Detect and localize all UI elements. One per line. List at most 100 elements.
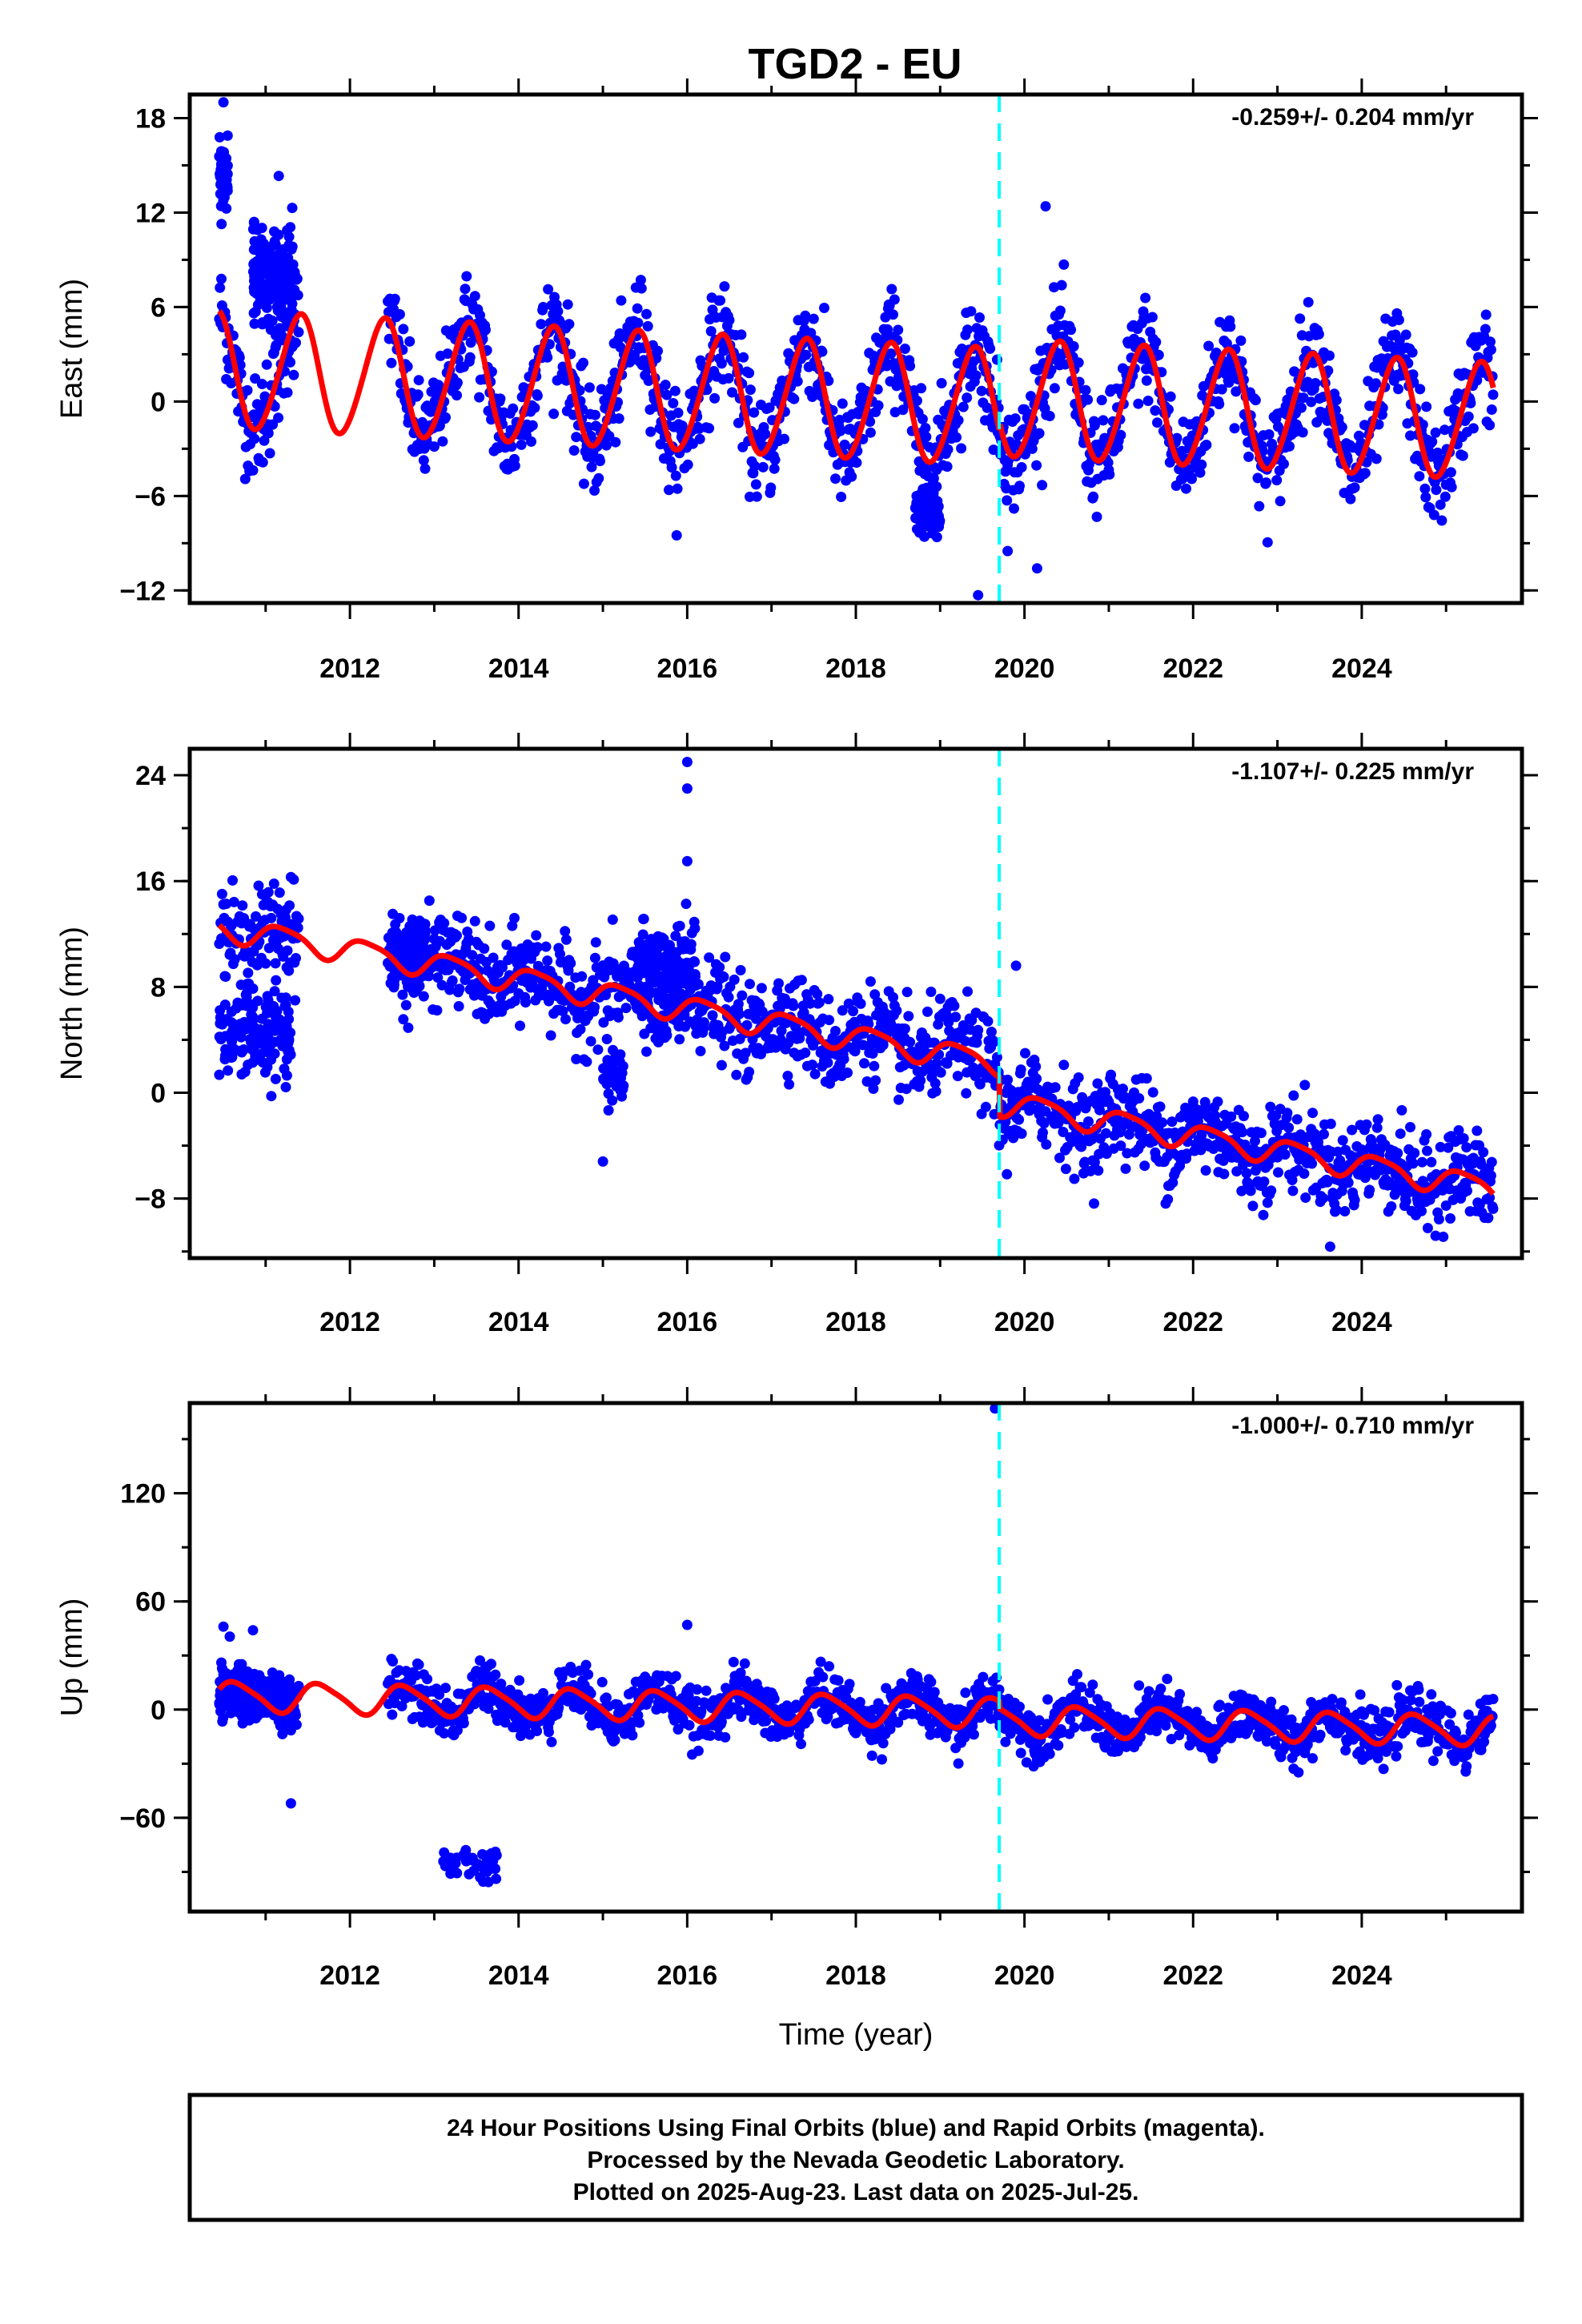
- east-outlier-2: [1040, 201, 1051, 212]
- east-point-1608: [1432, 447, 1443, 458]
- north-point-70: [263, 887, 274, 898]
- north-point-1230: [1166, 1116, 1178, 1128]
- north-point-787: [855, 998, 866, 1009]
- east-point-1384: [1275, 496, 1286, 507]
- east-point-758: [835, 425, 846, 436]
- north-cluster-2-point-139: [281, 1054, 292, 1065]
- north-point-403: [585, 1035, 596, 1047]
- north-point-715: [805, 998, 816, 1009]
- north-point-1194: [1141, 1073, 1152, 1084]
- north-point-1136: [1100, 1128, 1111, 1139]
- east-point-1196: [1142, 396, 1154, 406]
- up-point-196: [440, 1683, 451, 1694]
- north-point-1445: [1318, 1192, 1329, 1204]
- north-point-740: [822, 1057, 833, 1068]
- east-cluster-1-point-179: [249, 271, 260, 282]
- up-point-32: [236, 1659, 247, 1670]
- up-point-652: [761, 1715, 772, 1727]
- north-point-1322: [1231, 1166, 1243, 1177]
- east-point-635: [749, 407, 760, 418]
- north-point-1476: [1339, 1206, 1351, 1216]
- east-cluster-2-point-65: [927, 520, 938, 530]
- east-point-350: [548, 408, 560, 420]
- north-cluster-1-point-169: [640, 962, 651, 973]
- north-point-1563: [1400, 1196, 1411, 1207]
- east-point-292: [508, 403, 519, 414]
- east-point-327: [532, 390, 543, 401]
- east-ytick-label: −12: [119, 576, 166, 606]
- east-cluster-1-point-161: [267, 316, 278, 326]
- north-cluster-3-point-37: [603, 1064, 614, 1076]
- north-point-1585: [1416, 1205, 1427, 1216]
- east-point-1007: [1010, 413, 1021, 424]
- north-point-1391: [1279, 1149, 1291, 1160]
- north-point-594: [720, 951, 731, 963]
- north-point-1203: [1147, 1087, 1158, 1098]
- north-point-113: [293, 913, 304, 924]
- east-xtick-label: 2012: [319, 653, 380, 684]
- north-cluster-2-point-58: [280, 992, 291, 1003]
- east-point-1520: [1371, 378, 1381, 389]
- north-point-728: [813, 997, 825, 1008]
- north-point-1569: [1405, 1122, 1415, 1132]
- north-point-259: [484, 920, 496, 931]
- east-point-651: [760, 428, 771, 440]
- east-cluster-2-point-69: [917, 484, 929, 495]
- north-cluster-2-point-107: [256, 1013, 267, 1024]
- east-point-320: [527, 420, 538, 431]
- north-point-4: [216, 888, 227, 899]
- east-point-387: [574, 385, 585, 396]
- east-point-1207: [1150, 336, 1162, 348]
- north-point-1593: [1422, 1145, 1432, 1156]
- north-point-453: [620, 1003, 632, 1014]
- north-point-1371: [1266, 1185, 1277, 1196]
- north-point-390: [576, 971, 588, 982]
- north-cluster-2-point-130: [248, 1039, 259, 1050]
- east-point-902: [936, 378, 947, 388]
- east-cluster-1-point-160: [257, 317, 268, 328]
- north-cluster-2-point-118: [280, 999, 291, 1011]
- north-cluster-3-point-39: [616, 1072, 626, 1084]
- north-cluster-1-point-171: [684, 958, 695, 969]
- east-cluster-1-point-170: [286, 243, 297, 255]
- east-point-231: [464, 352, 476, 363]
- north-cluster-1-point-162: [632, 954, 644, 965]
- east-point-1389: [1279, 458, 1289, 469]
- east-point-558: [694, 433, 705, 444]
- up-point-594: [720, 1731, 731, 1743]
- north-point-768: [842, 1068, 853, 1078]
- north-point-954: [973, 1024, 984, 1035]
- north-point-1396: [1283, 1122, 1295, 1133]
- north-point-41: [243, 967, 254, 979]
- east-point-879: [920, 423, 931, 433]
- north-cluster-2-point-76: [247, 1011, 259, 1023]
- east-point-1606: [1431, 485, 1442, 496]
- east-point-61: [256, 379, 267, 389]
- north-point-894: [930, 1086, 942, 1097]
- east-point-1097: [1073, 357, 1084, 368]
- north-point-1610: [1433, 1214, 1444, 1224]
- east-point-880: [921, 432, 932, 442]
- east-point-1416: [1297, 427, 1308, 438]
- east-point-1194: [1141, 375, 1152, 386]
- north-cluster-1-point-175: [674, 975, 685, 986]
- north-point-1050: [1040, 1106, 1051, 1117]
- north-point-1366: [1262, 1197, 1273, 1208]
- north-point-184: [432, 1005, 443, 1016]
- north-cluster-2-point-105: [241, 991, 252, 1003]
- east-point-518: [666, 462, 677, 473]
- east-point-192: [437, 436, 448, 447]
- north-point-683: [782, 1071, 793, 1081]
- east-point-910: [942, 461, 953, 472]
- east-cluster-1-point-171: [282, 225, 293, 235]
- east-xtick-label: 2014: [488, 653, 549, 684]
- north-point-424: [600, 990, 612, 1000]
- east-point-1414: [1295, 402, 1307, 413]
- east-point-1130: [1096, 395, 1107, 406]
- north-point-9: [220, 971, 231, 982]
- east-point-1123: [1091, 511, 1102, 522]
- north-cluster-2-point-96: [252, 995, 263, 1007]
- east-point-1110: [1082, 394, 1094, 405]
- north-point-761: [837, 1005, 848, 1016]
